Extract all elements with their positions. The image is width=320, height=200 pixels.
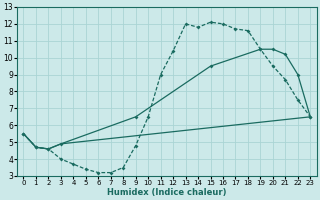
- X-axis label: Humidex (Indice chaleur): Humidex (Indice chaleur): [107, 188, 227, 197]
